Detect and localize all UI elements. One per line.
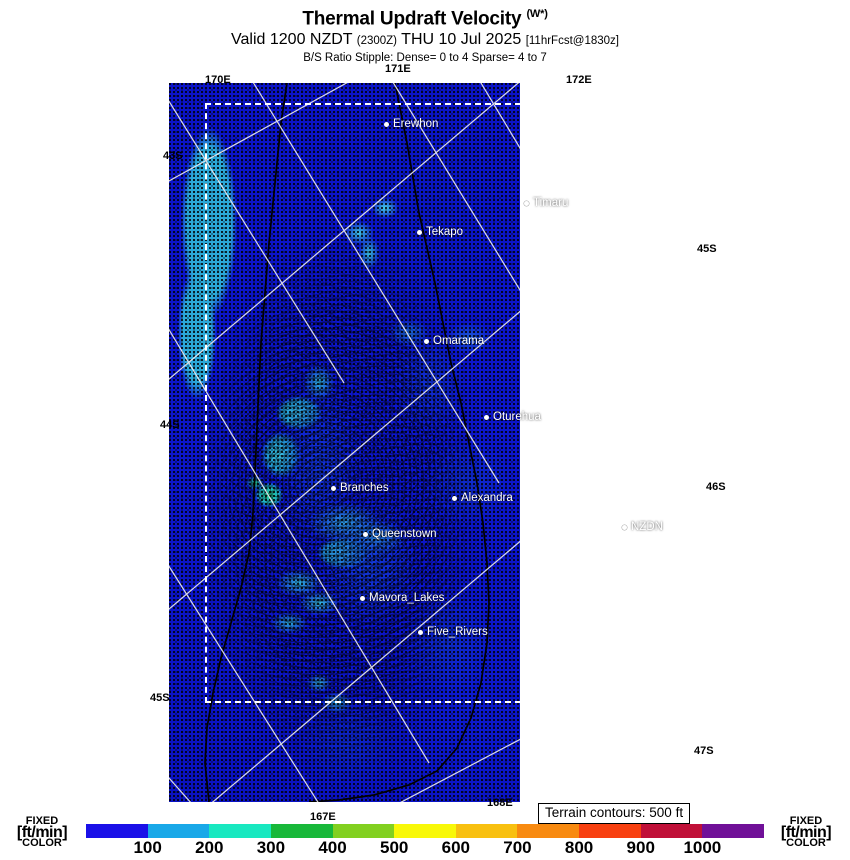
bs-ratio-dense-stipple <box>169 83 520 802</box>
city-marker-omarama: Omarama <box>424 335 484 347</box>
city-label: Timaru <box>533 197 569 209</box>
city-dot-icon <box>484 414 489 420</box>
longitude-label: 167E <box>310 811 336 823</box>
latitude-label: 46S <box>706 481 726 493</box>
city-label: Branches <box>340 482 389 494</box>
colorbar-fixed-label-right: FIXED <box>789 815 823 827</box>
colorbar-swatch-7 <box>517 824 580 838</box>
city-dot-icon <box>424 338 429 344</box>
latitude-label: 45S <box>697 243 717 255</box>
city-label: Alexandra <box>461 492 513 504</box>
city-dot-icon <box>384 121 389 127</box>
city-dot-icon <box>360 595 365 601</box>
colorbar-tick-500: 500 <box>379 838 409 857</box>
city-dot-icon <box>622 524 627 530</box>
city-marker-nzdn: NZDN <box>622 521 663 533</box>
colorbar-units-label-right: [ft/min] <box>780 824 832 841</box>
valid-time-line: Valid 1200 NZDT (2300Z) THU 10 Jul 2025 … <box>0 30 850 51</box>
bs-ratio-sparse-stipple <box>169 83 520 802</box>
city-marker-mavora_lakes: Mavora_Lakes <box>360 592 444 604</box>
city-dot-icon <box>418 629 423 635</box>
forecast-hour: [11hrFcst@1830z] <box>525 35 619 48</box>
colorbar-color-label-right: COLOR <box>786 837 826 849</box>
city-marker-erewhon: Erewhon <box>384 118 438 130</box>
city-label: Erewhon <box>393 118 439 130</box>
latitude-label: 43S <box>163 150 183 162</box>
map-canvas[interactable] <box>169 83 520 802</box>
colorbar-tick-1000: 1000 <box>683 838 722 857</box>
longitude-label: 172E <box>566 74 592 86</box>
city-marker-timaru: Timaru <box>524 197 568 209</box>
colorbar-swatch-8 <box>579 824 641 838</box>
city-marker-oturehua: Oturehua <box>484 411 541 423</box>
city-label: Oturehua <box>493 411 541 423</box>
colorbar-swatch-6 <box>455 824 518 838</box>
colorbar-tick-600: 600 <box>441 838 470 857</box>
colorbar-tick-400: 400 <box>318 838 347 857</box>
title-variable: (W*) <box>526 8 548 20</box>
city-marker-five_rivers: Five_Rivers <box>418 626 488 638</box>
colorbar-color-label-left: COLOR <box>22 837 62 849</box>
colorbar-fixed-label-left: FIXED <box>25 815 59 827</box>
colorbar-tick-labels: 100 200 300 400 500 600 700 800 900 1000 <box>86 838 764 860</box>
stipple-legend-note: B/S Ratio Stipple: Dense= 0 to 4 Sparse=… <box>303 52 547 65</box>
valid-utc: (2300Z) <box>356 35 398 48</box>
colorbar-swatches[interactable] <box>86 824 765 838</box>
colorbar-swatch-2 <box>209 824 271 838</box>
city-label: Tekapo <box>426 226 464 238</box>
header: Thermal Updraft Velocity (W*) Valid 1200… <box>0 0 850 66</box>
city-marker-queenstown: Queenstown <box>363 528 437 540</box>
city-marker-branches: Branches <box>331 482 389 494</box>
city-dot-icon <box>363 531 368 537</box>
longitude-label: 171E <box>385 63 411 75</box>
page-title: Thermal Updraft Velocity (W*) <box>0 0 850 30</box>
colorbar-swatch-3 <box>270 824 333 838</box>
colorbar-units-label-left: [ft/min] <box>16 824 68 841</box>
graticule-layer <box>169 83 520 802</box>
colorbar-swatch-1 <box>147 824 210 838</box>
city-dot-icon <box>524 200 529 206</box>
valid-date: THU 10 Jul 2025 <box>401 31 522 49</box>
city-marker-alexandra: Alexandra <box>452 492 513 504</box>
terrain-contour-note: Terrain contours: 500 ft <box>538 803 691 824</box>
longitude-label: 170E <box>205 74 231 86</box>
colorbar-units-left: FIXED [ft/min] COLOR <box>2 816 82 849</box>
longitude-label: 168E <box>487 797 513 809</box>
colorbar-tick-200: 200 <box>195 838 224 857</box>
city-label: NZDN <box>631 521 663 533</box>
city-dot-icon <box>331 485 336 491</box>
city-dot-icon <box>452 495 457 501</box>
colorbar-tick-800: 800 <box>564 838 594 857</box>
city-label: Five_Rivers <box>427 626 488 638</box>
colorbar-swatch-10 <box>702 824 765 838</box>
colorbar-legend[interactable]: FIXED [ft/min] COLOR 100 200 300 400 500 600 7… <box>0 816 850 860</box>
latitude-label: 47S <box>694 745 714 757</box>
colorbar-tick-100: 100 <box>133 838 162 857</box>
city-dot-icon <box>417 229 422 235</box>
latitude-label: 44S <box>160 419 180 431</box>
colorbar-tick-700: 700 <box>503 838 532 857</box>
title-text: Thermal Updraft Velocity <box>302 8 522 30</box>
latitude-label: 45S <box>150 692 170 704</box>
city-label: Omarama <box>433 335 485 347</box>
city-label: Mavora_Lakes <box>369 592 445 604</box>
colorbar-swatch-0 <box>86 824 148 838</box>
colorbar-tick-900: 900 <box>626 838 655 857</box>
colorbar-swatch-9 <box>640 824 703 838</box>
colorbar-swatch-5 <box>394 824 456 838</box>
forecast-map[interactable] <box>169 83 520 802</box>
valid-main: Valid 1200 NZDT <box>231 31 353 49</box>
colorbar-swatch-4 <box>332 824 395 838</box>
colorbar-units-right: FIXED [ft/min] COLOR <box>766 816 846 849</box>
city-marker-tekapo: Tekapo <box>417 226 463 238</box>
colorbar-tick-300: 300 <box>256 838 286 857</box>
city-label: Queenstown <box>372 528 437 540</box>
